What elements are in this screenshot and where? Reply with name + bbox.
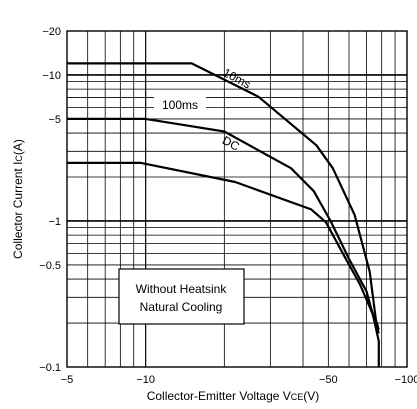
x-axis-label: Collector-Emitter Voltage VCE(V) [147,389,320,403]
series-line-dc [67,161,380,367]
y-tick-label: −0.5 [39,260,61,272]
curve-label-bg-100ms [154,97,206,112]
x-tick-label: −100 [395,374,417,386]
series-label-100ms: 100ms [162,98,198,112]
x-tick-label: −5 [61,374,74,386]
series-line-100ms [67,117,380,334]
y-tick-labels: −0.1 −0.5 −1 −5 −10 −20 [39,26,61,374]
y-axis-label: Collector Current IC(A) [11,139,25,259]
series-group [67,62,380,367]
annotation-line-2: Natural Cooling [140,300,223,314]
plot-frame [66,30,408,368]
series-line-10ms [67,62,380,331]
y-tick-label: −10 [42,70,61,82]
annotation-box [118,268,245,325]
y-tick-label: −0.1 [39,362,61,374]
y-tick-label: −20 [42,26,61,38]
x-tick-labels: −5 −10 −50 −100 [61,374,417,386]
y-tick-label: −1 [48,216,61,228]
x-tick-label: −50 [319,374,338,386]
y-tick-label: −5 [48,114,61,126]
annotation-line-1: Without Heatsink [136,282,228,296]
x-tick-label: −10 [136,374,155,386]
